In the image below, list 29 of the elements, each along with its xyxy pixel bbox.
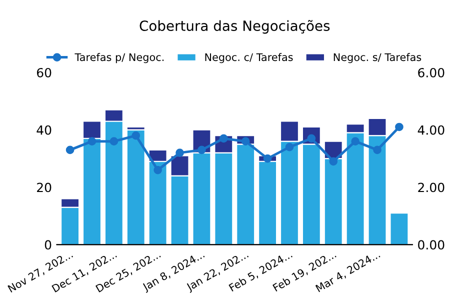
legend-label: Negoc. c/ Tarefas — [205, 53, 293, 64]
point — [329, 157, 338, 166]
point — [219, 134, 228, 143]
point — [285, 142, 294, 152]
bar — [126, 129, 146, 245]
y2-tick-label: 4.00 — [418, 125, 444, 135]
y2-tick-label: 6.00 — [418, 68, 444, 78]
point — [88, 137, 96, 146]
point — [110, 137, 118, 146]
point — [198, 146, 206, 154]
point — [154, 166, 162, 174]
point — [263, 154, 272, 163]
legend-label: Negoc. s/ Tarefas — [334, 53, 422, 64]
point — [176, 148, 184, 157]
chart-title: Cobertura das Negociações — [140, 20, 330, 34]
y-tick-label: 60 — [36, 68, 52, 78]
legend-label: Tarefas p/ Negoc. — [74, 53, 164, 64]
point — [351, 137, 360, 146]
bar — [390, 212, 409, 245]
y-tick-label: 20 — [37, 182, 52, 192]
point — [132, 131, 140, 140]
y-tick-label: 0 — [44, 240, 52, 250]
point — [373, 146, 382, 154]
y2-tick-label: 0.00 — [418, 240, 444, 250]
y2-tick-label: 2.00 — [418, 182, 444, 192]
y-tick-label: 40 — [36, 125, 52, 135]
point — [241, 137, 250, 146]
point — [395, 122, 404, 132]
point — [66, 146, 74, 154]
